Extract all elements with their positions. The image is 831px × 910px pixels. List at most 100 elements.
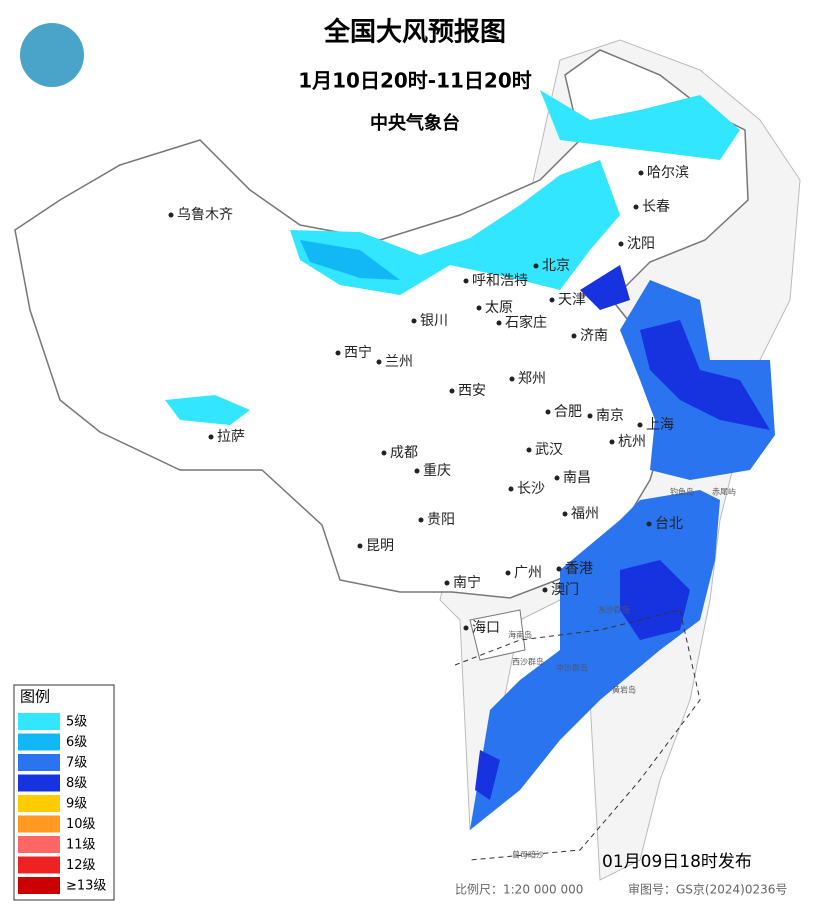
city-dot — [554, 475, 560, 481]
city-label: 合肥 — [554, 404, 582, 420]
city-label: 南京 — [596, 408, 624, 424]
city-label: 成都 — [390, 445, 418, 461]
city-dot — [545, 409, 551, 415]
city-label: 沈阳 — [627, 236, 655, 252]
city-label: 银川 — [420, 313, 448, 329]
city-label: 长春 — [642, 199, 670, 215]
city-label: 呼和浩特 — [472, 273, 528, 289]
legend-title: 图例 — [20, 688, 50, 706]
city-label: 杭州 — [618, 434, 646, 450]
city-label: 济南 — [580, 328, 608, 344]
city-dot — [476, 305, 482, 311]
city-dot — [542, 587, 548, 593]
city-label: 海口 — [472, 620, 500, 636]
city-dot — [526, 447, 532, 453]
legend-swatch — [18, 713, 60, 730]
legend-label: 10级 — [66, 817, 96, 832]
city-label: 北京 — [542, 258, 570, 274]
scale: 比例尺：1:20 000 000 — [455, 883, 583, 897]
island-label: 钓鱼岛 — [670, 487, 694, 497]
legend-swatch — [18, 774, 60, 792]
city-dot — [637, 422, 643, 428]
logo — [20, 23, 84, 87]
city-label: 南昌 — [563, 470, 591, 486]
legend-swatch — [18, 754, 60, 771]
island-label: 西沙群岛 — [512, 657, 544, 667]
city-dot — [168, 212, 174, 218]
city-label: 昆明 — [366, 538, 394, 554]
island-label: 赤尾屿 — [712, 488, 736, 497]
city-dot — [444, 580, 450, 586]
wind-area — [540, 90, 740, 160]
city-dot — [418, 517, 424, 523]
wind-area — [620, 560, 690, 640]
city-dot — [549, 297, 555, 303]
city-dot — [449, 388, 455, 394]
legend-swatch — [18, 856, 60, 874]
island-label: 黄岩岛 — [612, 685, 636, 695]
city-dot — [376, 359, 382, 365]
city-dot — [571, 333, 577, 339]
city-dot — [508, 486, 514, 492]
review-number: 审图号：GS京(2024)0236号 — [628, 882, 787, 897]
city-dot — [505, 570, 511, 576]
legend-swatch — [18, 733, 60, 751]
legend-label: 12级 — [66, 858, 96, 873]
city-label: 西安 — [458, 383, 486, 399]
wind-area — [300, 240, 400, 280]
city-dot — [509, 376, 515, 382]
issuer: 中央气象台 — [370, 112, 460, 134]
city-dot — [533, 263, 539, 269]
nine-dash-line — [454, 609, 701, 861]
city-label: 太原 — [485, 300, 513, 316]
wind-areas — [165, 90, 775, 830]
city-dot — [618, 241, 624, 247]
city-dot — [633, 204, 639, 210]
legend-swatch — [18, 836, 60, 853]
city-label: 天津 — [558, 292, 586, 308]
city-label: 乌鲁木齐 — [177, 207, 233, 223]
city-label: 澳门 — [551, 582, 579, 598]
island-label: 曾母暗沙 — [512, 850, 544, 860]
legend-label: 9级 — [66, 797, 87, 812]
city-label: 台北 — [655, 516, 683, 532]
legend-label: 7级 — [66, 756, 87, 771]
wind-area — [475, 750, 500, 800]
wind-area — [640, 320, 770, 430]
issue-time: 01月09日18时发布 — [602, 852, 752, 872]
city-label: 广州 — [514, 565, 542, 581]
city-label: 南宁 — [453, 574, 481, 591]
city-label: 重庆 — [423, 463, 451, 479]
legend-label: 8级 — [66, 776, 87, 791]
city-dot — [357, 543, 363, 549]
city-label: 贵阳 — [427, 512, 455, 528]
city-dot — [381, 450, 387, 456]
city-dot — [208, 434, 214, 440]
legend-swatch — [18, 795, 60, 812]
city-label: 兰州 — [385, 354, 413, 370]
legend-swatch — [18, 877, 60, 894]
city-label: 石家庄 — [505, 314, 547, 331]
city-label: 长沙 — [517, 481, 545, 497]
city-dot — [414, 468, 420, 474]
city-label: 武汉 — [535, 442, 563, 458]
city-dot — [463, 625, 469, 631]
city-label: 上海 — [646, 417, 674, 433]
city-label: 哈尔滨 — [647, 165, 689, 181]
wind-area — [580, 265, 630, 310]
wind-area — [165, 395, 250, 425]
city-label: 福州 — [571, 506, 599, 522]
legend-label: ≥13级 — [66, 879, 106, 894]
city-dot — [587, 413, 593, 419]
legend-swatch — [18, 815, 60, 833]
legend-label: 6级 — [66, 735, 87, 750]
city-dot — [646, 521, 652, 527]
city-dot — [496, 320, 502, 326]
city-label: 郑州 — [518, 371, 546, 387]
city-dot — [638, 170, 644, 176]
city-dot — [463, 278, 469, 284]
hainan — [469, 609, 526, 661]
island-label: 中沙群岛 — [556, 663, 588, 673]
city-label: 西宁 — [344, 344, 372, 361]
